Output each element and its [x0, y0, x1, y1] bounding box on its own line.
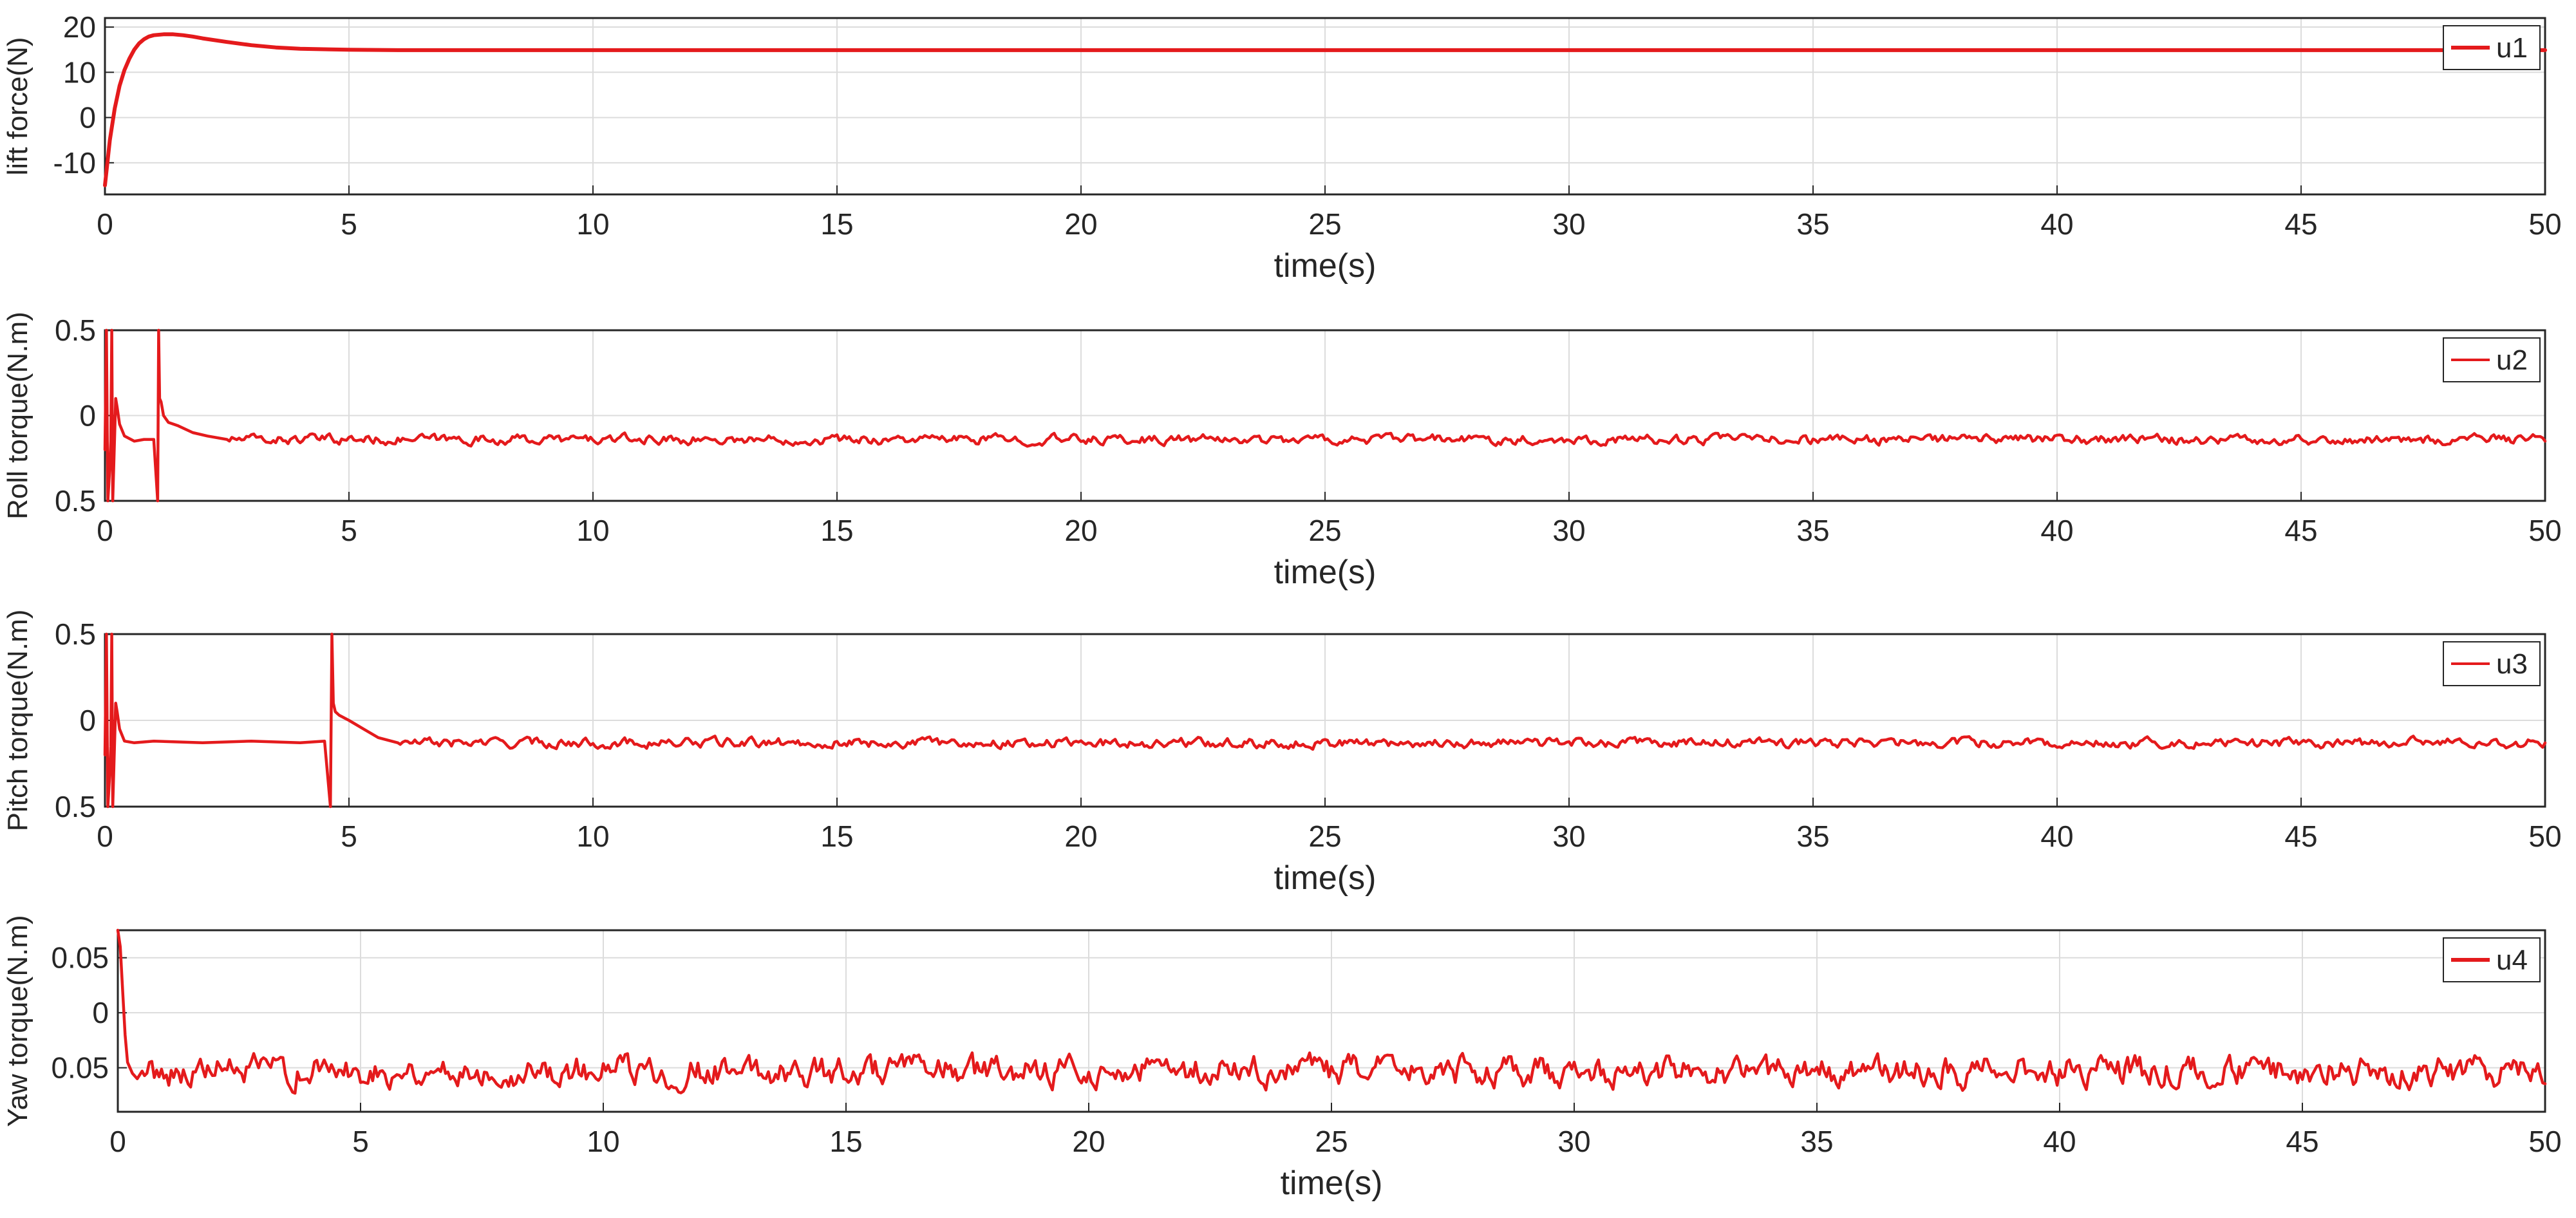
x-tick-label: 15 [829, 1125, 862, 1158]
x-tick-label: 40 [2040, 820, 2073, 853]
x-tick-label: 50 [2528, 820, 2561, 853]
y-axis-label: Roll torque(N.m) [2, 312, 33, 520]
y-axis-label: lift force(N) [2, 37, 33, 175]
x-tick-label: 35 [1796, 514, 1829, 547]
axis-border [117, 929, 2546, 1113]
x-tick-label: 40 [2040, 514, 2073, 547]
x-tick-label: 35 [1796, 820, 1829, 853]
x-axis-label: time(s) [1281, 1165, 1383, 1202]
x-tick-label: 15 [820, 207, 853, 241]
series-line-u2 [103, 328, 2547, 503]
chart-panel-3: 0 5 10 15 20 25 30 35 40 45 500.500.5u3time(s)Pitc… [2, 610, 2562, 897]
x-tick-label: 40 [2043, 1125, 2076, 1158]
x-tick-label: 20 [1064, 820, 1097, 853]
x-tick-label: 45 [2284, 514, 2317, 547]
y-tick-label: 0.5 [55, 484, 96, 518]
series-line-u4 [116, 928, 2547, 1095]
x-tick-label: 5 [341, 207, 357, 241]
x-tick-label: 20 [1072, 1125, 1105, 1158]
x-tick-label: 5 [341, 514, 357, 547]
x-tick-label: 30 [1552, 820, 1585, 853]
x-tick-label: 45 [2286, 1125, 2318, 1158]
legend-label: u1 [2496, 32, 2528, 64]
x-tick-label: 30 [1557, 1125, 1590, 1158]
x-tick-label: 10 [576, 514, 609, 547]
x-axis-label: time(s) [1274, 859, 1377, 897]
x-tick-label: 45 [2284, 820, 2317, 853]
y-tick-label: -10 [53, 146, 96, 180]
y-axis-label: Pitch torque(N.m) [2, 610, 33, 832]
series-line-u1 [103, 32, 2547, 187]
x-tick-label: 25 [1308, 514, 1341, 547]
x-tick-label: 40 [2040, 207, 2073, 241]
axis-border [104, 17, 2546, 196]
series-line-u3 [103, 632, 2547, 809]
x-tick-label: 35 [1796, 207, 1829, 241]
x-tick-label: 15 [820, 820, 853, 853]
x-axis-label: time(s) [1274, 247, 1377, 285]
x-tick-label: 0 [97, 820, 113, 853]
x-tick-label: 0 [97, 514, 113, 547]
y-tick-label: 20 [63, 10, 96, 44]
y-tick-label: 0 [79, 101, 96, 135]
x-tick-label: 25 [1315, 1125, 1348, 1158]
x-tick-label: 30 [1552, 514, 1585, 547]
x-tick-label: 50 [2528, 207, 2561, 241]
y-tick-label: 0.05 [51, 941, 109, 975]
x-tick-label: 5 [352, 1125, 369, 1158]
legend-label: u2 [2496, 344, 2528, 376]
y-axis-label: Yaw torque(N.m) [2, 915, 33, 1127]
x-tick-label: 10 [576, 820, 609, 853]
y-tick-label: 10 [63, 55, 96, 89]
x-tick-label: 25 [1308, 820, 1341, 853]
x-tick-label: 20 [1064, 207, 1097, 241]
x-tick-label: 20 [1064, 514, 1097, 547]
y-tick-label: 0.5 [55, 617, 96, 651]
y-tick-label: 0.05 [51, 1051, 109, 1085]
y-tick-label: 0 [79, 704, 96, 737]
chart-panel-4: 0 5 10 15 20 25 30 35 40 45 50 0.05 0 0.05 u4 time(s) Ya… [2, 915, 2562, 1202]
x-tick-label: 15 [820, 514, 853, 547]
legend-label: u3 [2496, 648, 2528, 680]
x-tick-label: 25 [1308, 207, 1341, 241]
chart-panel-1: 0 5 10 15 20 25 30 35 40 45 5020100-10u1time(s)lif… [2, 10, 2562, 285]
x-tick-label: 45 [2284, 207, 2317, 241]
x-tick-label: 50 [2528, 514, 2561, 547]
x-tick-label: 10 [587, 1125, 619, 1158]
y-tick-label: 0 [92, 996, 109, 1029]
x-tick-label: 35 [1800, 1125, 1833, 1158]
y-tick-label: 0.5 [55, 314, 96, 347]
legend-label: u4 [2496, 944, 2528, 976]
x-tick-label: 10 [576, 207, 609, 241]
legend-box [2443, 937, 2541, 982]
y-tick-label: 0 [79, 399, 96, 433]
x-tick-label: 30 [1552, 207, 1585, 241]
x-tick-label: 0 [97, 207, 113, 241]
chart-panel-2: 0 5 10 15 20 25 30 35 40 45 500.500.5u2time(s)Roll… [2, 312, 2562, 591]
x-tick-label: 0 [109, 1125, 126, 1158]
x-axis-label: time(s) [1274, 554, 1377, 591]
x-tick-label: 5 [341, 820, 357, 853]
y-tick-label: 0.5 [55, 790, 96, 823]
x-tick-label: 50 [2528, 1125, 2561, 1158]
